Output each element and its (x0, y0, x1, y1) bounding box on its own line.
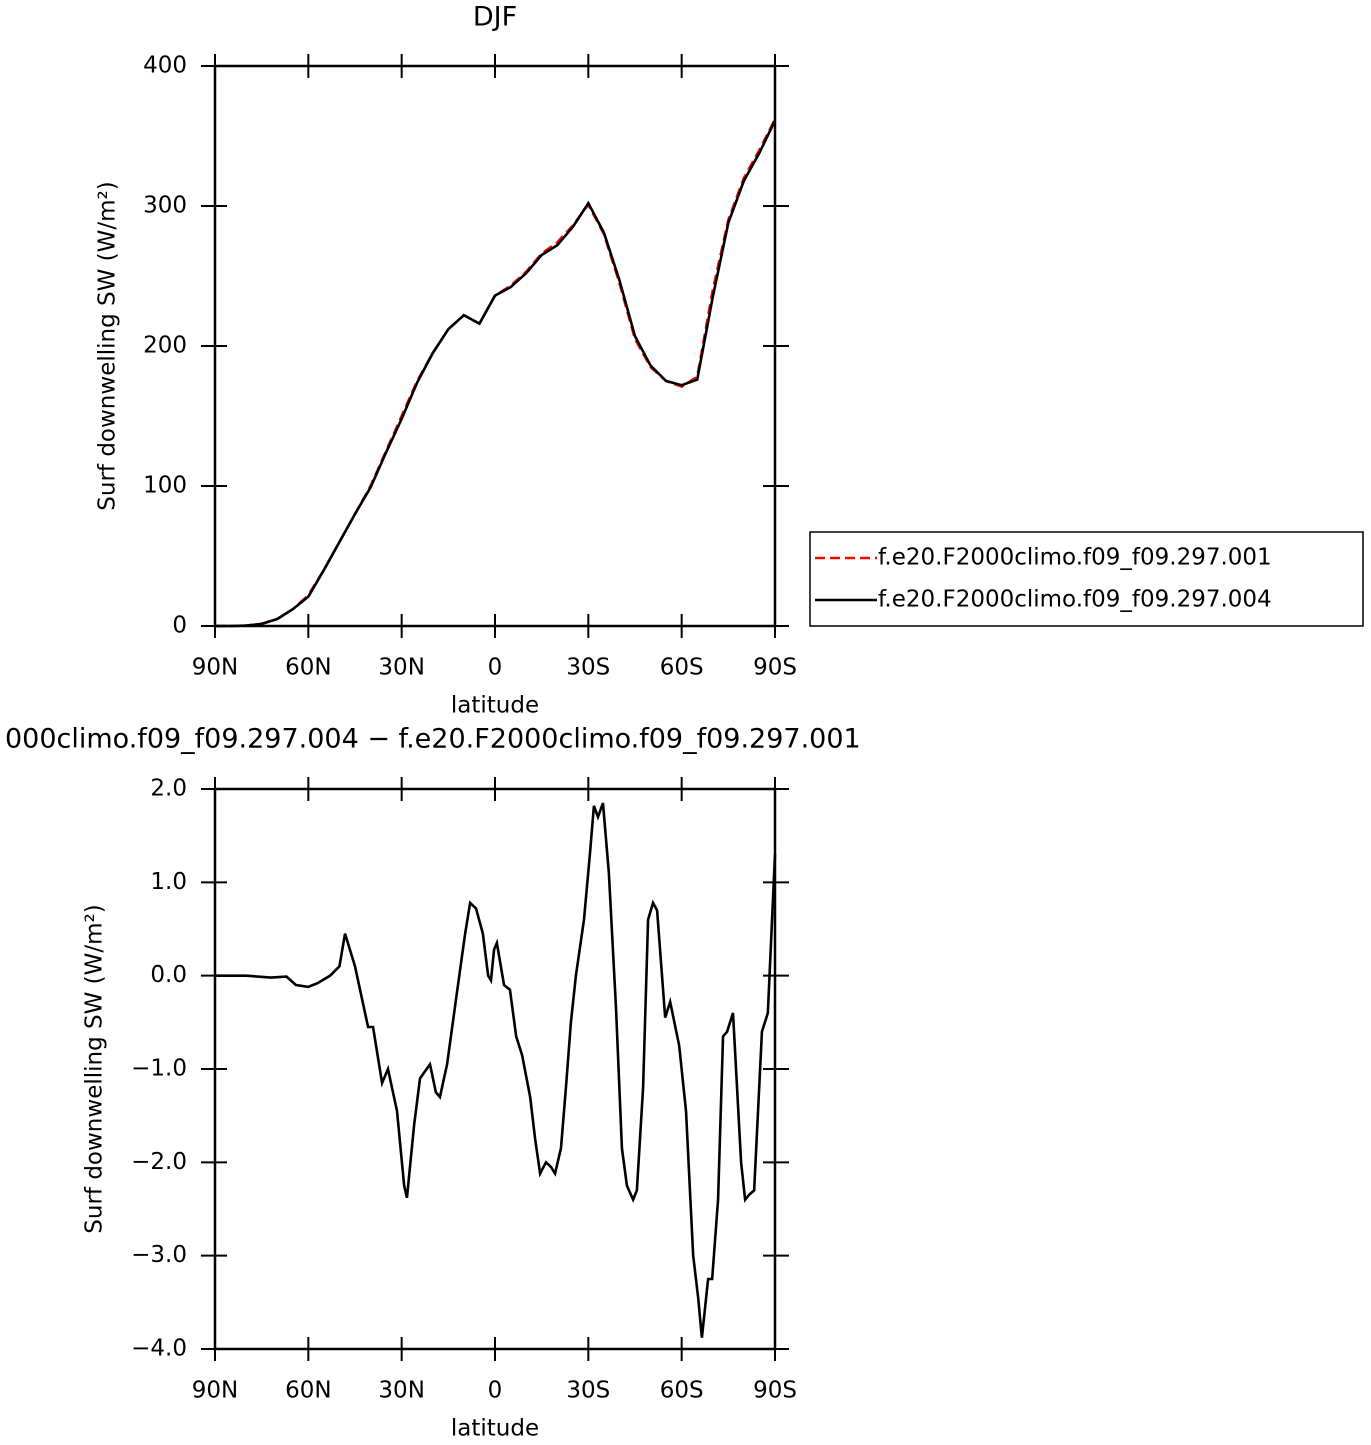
x-tick-label: 90S (753, 655, 797, 681)
x-tick-label: 60N (285, 1378, 331, 1404)
legend-label: f.e20.F2000climo.f09_f09.297.004 (878, 587, 1272, 613)
data-line (215, 118, 777, 628)
y-tick-label: 400 (143, 53, 187, 79)
legend-box (809, 531, 1364, 627)
x-axis-label: latitude (451, 1416, 539, 1442)
plot-frame (213, 64, 777, 628)
x-tick-label: 0 (488, 1378, 503, 1404)
y-axis-label: Surf downwelling SW (W/m²) (95, 181, 121, 510)
y-tick-label: 1.0 (150, 869, 187, 895)
x-tick-label: 30N (378, 1378, 424, 1404)
x-tick-label: 60S (660, 655, 704, 681)
legend-label: f.e20.F2000climo.f09_f09.297.001 (878, 545, 1272, 571)
y-tick-label: −3.0 (131, 1242, 187, 1268)
data-line (215, 120, 777, 628)
x-axis-label: latitude (451, 693, 539, 719)
y-tick-label: 2.0 (150, 776, 187, 802)
x-tick-label: 0 (488, 655, 503, 681)
x-tick-label: 30S (566, 655, 610, 681)
y-tick-label: 300 (143, 193, 187, 219)
data-line (215, 802, 777, 1338)
y-tick-label: −1.0 (131, 1056, 187, 1082)
x-tick-label: 60S (660, 1378, 704, 1404)
x-tick-label: 90S (753, 1378, 797, 1404)
y-tick-label: −2.0 (131, 1149, 187, 1175)
y-tick-label: 0 (172, 613, 187, 639)
y-tick-label: 100 (143, 473, 187, 499)
x-tick-label: 90N (192, 1378, 238, 1404)
plot-frame (213, 787, 777, 1351)
y-tick-label: 0.0 (150, 962, 187, 988)
x-tick-label: 60N (285, 655, 331, 681)
y-tick-label: −4.0 (131, 1336, 187, 1362)
chart-title: 000climo.f09_f09.297.004 − f.e20.F2000cl… (5, 724, 861, 755)
x-tick-label: 30N (378, 655, 424, 681)
y-tick-label: 200 (143, 333, 187, 359)
x-tick-label: 90N (192, 655, 238, 681)
x-tick-label: 30S (566, 1378, 610, 1404)
y-axis-label: Surf downwelling SW (W/m²) (82, 904, 108, 1233)
chart-title: DJF (473, 2, 517, 33)
